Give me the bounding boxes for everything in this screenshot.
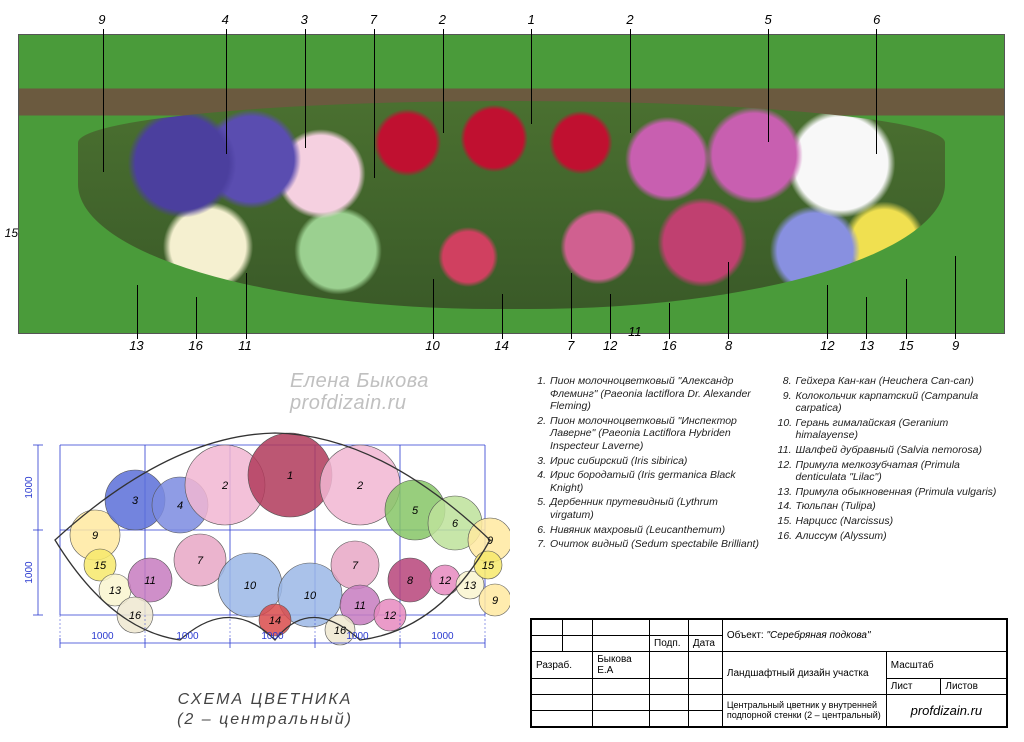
- legend-item: 10.Герань гималайская (Geranium himalaye…: [778, 417, 1008, 442]
- tb-object-label: Объект:: [727, 630, 764, 641]
- svg-text:1: 1: [287, 470, 293, 482]
- svg-text:9: 9: [92, 530, 98, 542]
- callout-top-3: 3: [301, 12, 308, 27]
- svg-text:12: 12: [384, 610, 396, 622]
- legend-item: 11.Шалфей дубравный (Salvia nemorosa): [778, 444, 1008, 457]
- side-callout-left: 15: [5, 226, 18, 240]
- callout-top-9: 9: [98, 12, 105, 27]
- svg-text:11: 11: [144, 575, 155, 587]
- svg-text:10: 10: [304, 590, 317, 602]
- svg-text:13: 13: [109, 585, 122, 597]
- legend-item: 4.Ирис бородатый (Iris germanica Black K…: [532, 469, 762, 494]
- svg-text:2: 2: [356, 480, 363, 492]
- legend-item: 9.Колокольчик карпатский (Campanula carp…: [778, 390, 1008, 415]
- svg-text:15: 15: [94, 560, 107, 572]
- callout-bot-8: 8: [725, 338, 732, 353]
- callout-bot-12: 12: [820, 338, 834, 353]
- tb-listov: Листов: [941, 679, 1007, 695]
- legend-item: 12.Примула мелкозубчатая (Primula dentic…: [778, 459, 1008, 484]
- callout-top-6: 6: [873, 12, 880, 27]
- callout-bot-13: 13: [129, 338, 143, 353]
- svg-text:16: 16: [334, 625, 347, 637]
- svg-text:12: 12: [439, 575, 451, 587]
- svg-text:1000: 1000: [261, 631, 284, 642]
- legend-item: 16.Алиссум (Alyssum): [778, 530, 1008, 543]
- svg-text:10: 10: [244, 580, 257, 592]
- legend-item: 14.Тюльпан (Tulipa): [778, 500, 1008, 513]
- svg-text:1000: 1000: [176, 631, 199, 642]
- callout-top-4: 4: [222, 12, 229, 27]
- tb-object-value: "Серебряная подкова": [767, 630, 871, 641]
- tb-masshtab: Масштаб: [886, 652, 1006, 679]
- plan-diagram: 9342125691513111671010147111281612131591…: [20, 400, 510, 710]
- svg-text:9: 9: [492, 595, 498, 607]
- legend-item: 3.Ирис сибирский (Iris sibirica): [532, 455, 762, 468]
- callout-bot-10: 10: [425, 338, 439, 353]
- legend-item: 6.Нивяник махровый (Leucanthemum): [532, 524, 762, 537]
- svg-text:4: 4: [177, 500, 183, 512]
- tb-data: Дата: [688, 636, 722, 652]
- callout-top-2: 2: [626, 12, 633, 27]
- callout-mid-11: 11: [628, 324, 642, 339]
- svg-text:2: 2: [221, 480, 228, 492]
- watermark-author: Елена Быкова: [290, 370, 429, 392]
- svg-text:1000: 1000: [24, 476, 35, 499]
- svg-text:16: 16: [129, 610, 142, 622]
- callout-bot-14: 14: [494, 338, 508, 353]
- svg-text:7: 7: [352, 560, 359, 572]
- callouts-top: 9 4 3 7 2 1 2 5 6: [18, 0, 1005, 34]
- plan-title-line2: (2 – центральный): [177, 711, 353, 728]
- svg-text:7: 7: [197, 555, 204, 567]
- svg-text:1000: 1000: [346, 631, 369, 642]
- callout-bot-16: 16: [188, 338, 202, 353]
- svg-text:3: 3: [132, 495, 139, 507]
- legend-item: 8.Гейхера Кан-кан (Heuchera Can-can): [778, 375, 1008, 388]
- callout-bot-11: 11: [238, 338, 252, 353]
- legend-item: 15.Нарцисс (Narcissus): [778, 515, 1008, 528]
- svg-text:1000: 1000: [91, 631, 114, 642]
- legend-item: 7.Очиток видный (Sedum spectabile Brilli…: [532, 538, 762, 551]
- tb-razrab-label: Разраб.: [532, 652, 593, 679]
- svg-text:1000: 1000: [24, 561, 35, 584]
- callout-bot-12: 12: [603, 338, 617, 353]
- svg-text:13: 13: [464, 580, 477, 592]
- callout-top-1: 1: [528, 12, 535, 27]
- svg-text:1000: 1000: [431, 631, 454, 642]
- callout-bot-13: 13: [860, 338, 874, 353]
- callout-top-5: 5: [764, 12, 771, 27]
- legend-item: 2.Пион молочноцветковый "Инспектор Лавер…: [532, 415, 762, 453]
- callout-bot-16: 16: [662, 338, 676, 353]
- plant-legend: 1.Пион молочноцветковый "Александр Флеми…: [532, 375, 1007, 553]
- callout-bot-9: 9: [952, 338, 959, 353]
- svg-text:5: 5: [412, 505, 419, 517]
- svg-text:11: 11: [354, 600, 365, 612]
- callout-bot-15: 15: [899, 338, 913, 353]
- svg-text:14: 14: [269, 615, 281, 627]
- title-block: Объект: "Серебряная подкова" Подп. Дата …: [530, 618, 1008, 728]
- tb-drawing: Центральный цветник у внутренней подпорн…: [722, 695, 886, 727]
- callout-top-7: 7: [370, 12, 377, 27]
- tb-author: Быкова Е.А: [593, 652, 650, 679]
- callouts-bottom: 13 16 11 10 14 7 12 16 8 12 13 15 9: [18, 334, 1005, 368]
- svg-text:15: 15: [482, 560, 495, 572]
- plan-title-line1: СХЕМА ЦВЕТНИКА: [178, 691, 353, 708]
- svg-text:8: 8: [407, 575, 414, 587]
- callout-lines: [19, 35, 1004, 333]
- callout-bot-7: 7: [567, 338, 574, 353]
- tb-list: Лист: [886, 679, 941, 695]
- tb-podp: Подп.: [650, 636, 689, 652]
- legend-item: 1.Пион молочноцветковый "Александр Флеми…: [532, 375, 762, 413]
- svg-text:6: 6: [452, 518, 459, 530]
- legend-item: 5.Дербенник прутевидный (Lythrum virgatu…: [532, 496, 762, 521]
- tb-project: Ландшафтный дизайн участка: [722, 652, 886, 695]
- callout-top-2: 2: [439, 12, 446, 27]
- legend-column-2: 8.Гейхера Кан-кан (Heuchera Can-can) 9.Ко…: [778, 375, 1008, 553]
- render-panel: [18, 34, 1005, 334]
- legend-item: 13.Примула обыкновенная (Primula vulgari…: [778, 486, 1008, 499]
- plan-title: СХЕМА ЦВЕТНИКА (2 – центральный): [80, 690, 450, 730]
- tb-site-url: profdizain.ru: [886, 695, 1006, 727]
- legend-column-1: 1.Пион молочноцветковый "Александр Флеми…: [532, 375, 762, 553]
